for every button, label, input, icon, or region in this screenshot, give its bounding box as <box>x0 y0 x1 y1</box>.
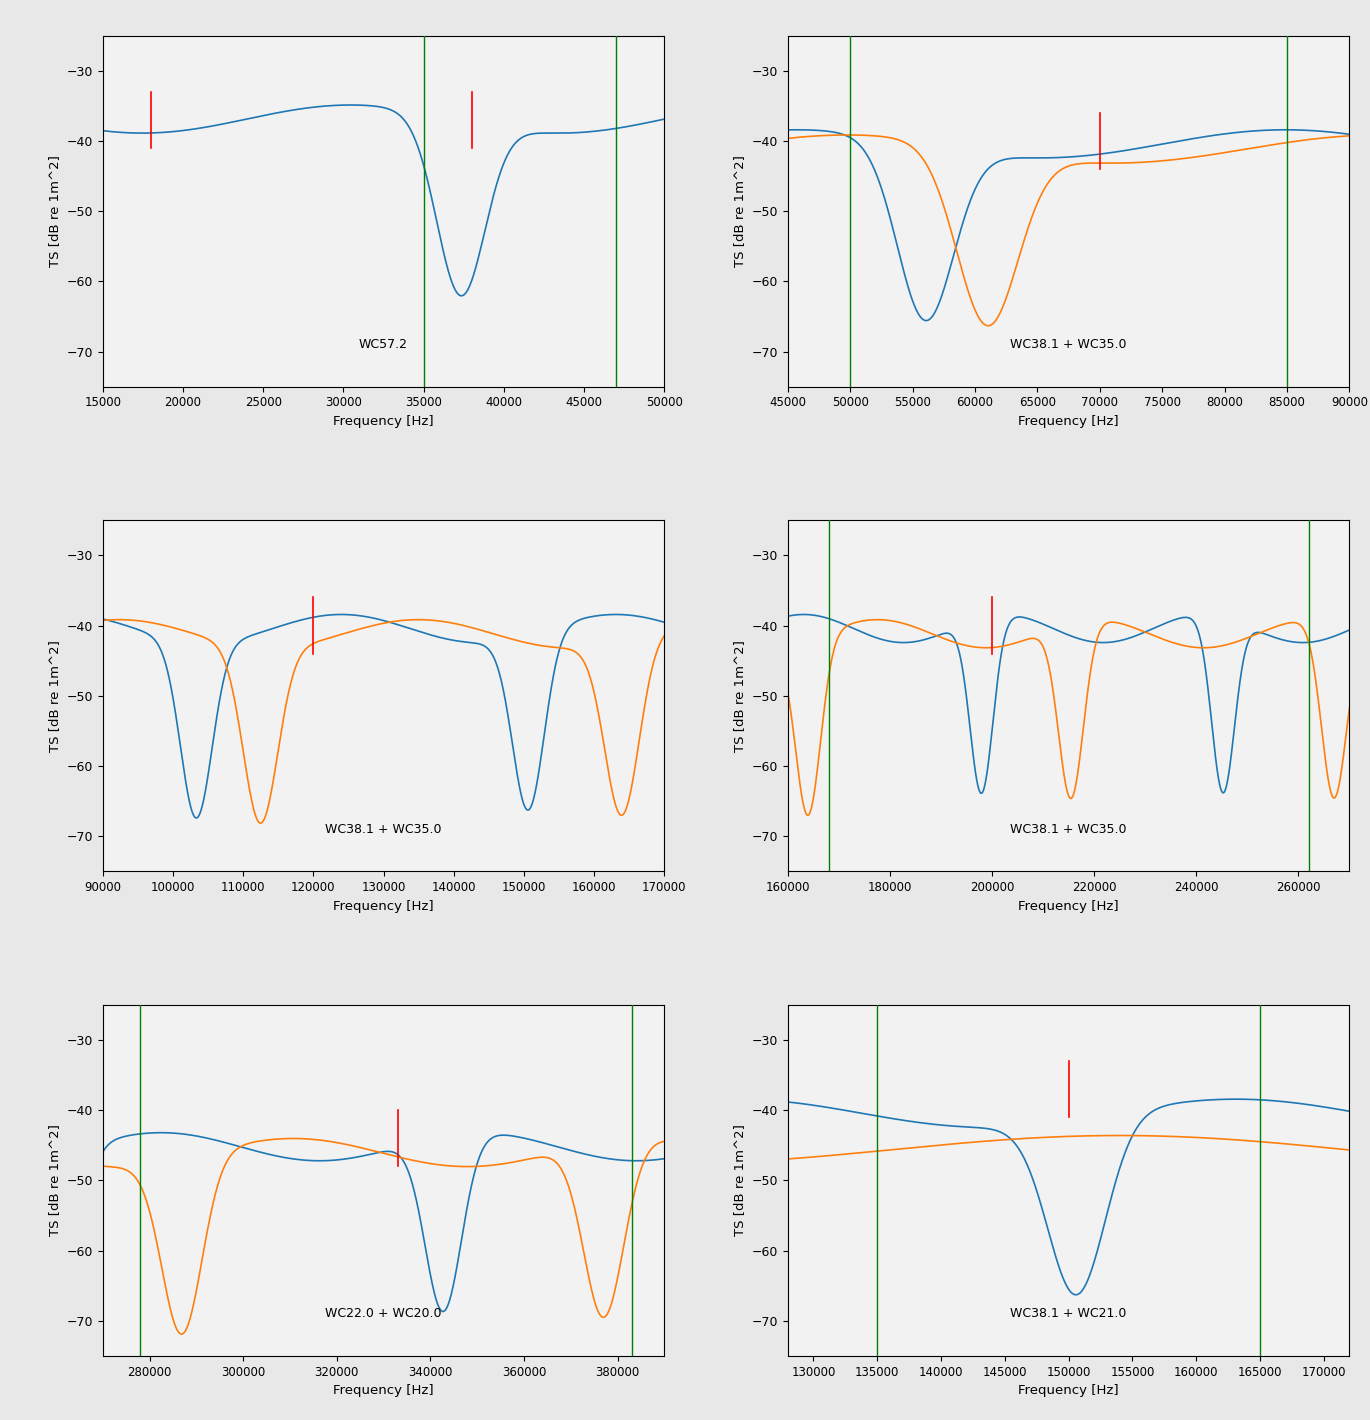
X-axis label: Frequency [Hz]: Frequency [Hz] <box>1018 900 1119 913</box>
X-axis label: Frequency [Hz]: Frequency [Hz] <box>333 900 434 913</box>
Text: WC38.1 + WC21.0: WC38.1 + WC21.0 <box>1011 1308 1128 1321</box>
X-axis label: Frequency [Hz]: Frequency [Hz] <box>1018 415 1119 427</box>
Text: WC57.2: WC57.2 <box>359 338 408 351</box>
Y-axis label: TS [dB re 1m^2]: TS [dB re 1m^2] <box>733 640 747 751</box>
Y-axis label: TS [dB re 1m^2]: TS [dB re 1m^2] <box>48 155 62 267</box>
Y-axis label: TS [dB re 1m^2]: TS [dB re 1m^2] <box>733 1125 747 1237</box>
Text: WC38.1 + WC35.0: WC38.1 + WC35.0 <box>1011 338 1128 351</box>
X-axis label: Frequency [Hz]: Frequency [Hz] <box>333 1384 434 1397</box>
Y-axis label: TS [dB re 1m^2]: TS [dB re 1m^2] <box>733 155 747 267</box>
X-axis label: Frequency [Hz]: Frequency [Hz] <box>333 415 434 427</box>
Y-axis label: TS [dB re 1m^2]: TS [dB re 1m^2] <box>48 1125 62 1237</box>
Text: WC38.1 + WC35.0: WC38.1 + WC35.0 <box>325 822 441 836</box>
Text: WC38.1 + WC35.0: WC38.1 + WC35.0 <box>1011 822 1128 836</box>
Y-axis label: TS [dB re 1m^2]: TS [dB re 1m^2] <box>48 640 62 751</box>
X-axis label: Frequency [Hz]: Frequency [Hz] <box>1018 1384 1119 1397</box>
Text: WC22.0 + WC20.0: WC22.0 + WC20.0 <box>325 1308 441 1321</box>
